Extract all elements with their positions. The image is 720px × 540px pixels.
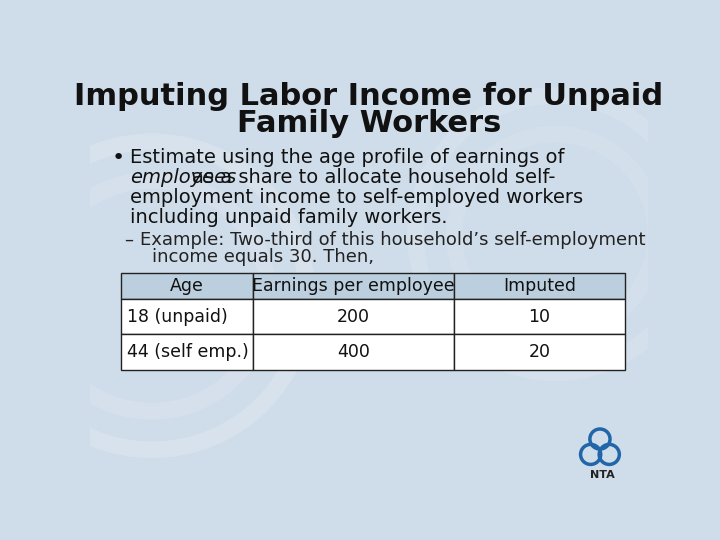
Text: 200: 200 [337, 308, 370, 326]
Text: employees: employees [130, 168, 237, 187]
Text: including unpaid family workers.: including unpaid family workers. [130, 208, 448, 227]
Text: Age: Age [170, 277, 204, 295]
Bar [454, 273, 625, 299]
Text: Imputing Labor Income for Unpaid: Imputing Labor Income for Unpaid [74, 82, 664, 111]
Text: Imputed: Imputed [503, 277, 576, 295]
Bar [121, 273, 253, 299]
Text: 18 (unpaid): 18 (unpaid) [127, 308, 228, 326]
Text: employment income to self-employed workers: employment income to self-employed worke… [130, 188, 583, 207]
Text: as a share to allocate household self-: as a share to allocate household self- [192, 168, 555, 187]
Text: 10: 10 [528, 308, 551, 326]
Bar [121, 334, 253, 370]
Text: •: • [112, 148, 125, 168]
Text: NTA: NTA [590, 470, 615, 480]
Bar [454, 334, 625, 370]
Bar [253, 299, 454, 334]
Bar [121, 299, 253, 334]
Text: 20: 20 [528, 343, 551, 361]
Text: Family Workers: Family Workers [237, 110, 501, 138]
Text: 44 (self emp.): 44 (self emp.) [127, 343, 249, 361]
Text: Estimate using the age profile of earnings of: Estimate using the age profile of earnin… [130, 148, 564, 167]
Bar [454, 299, 625, 334]
Bar [253, 334, 454, 370]
Text: Example: Two-third of this household’s self-employment: Example: Two-third of this household’s s… [140, 231, 645, 249]
Bar [253, 273, 454, 299]
Text: income equals 30. Then,: income equals 30. Then, [152, 248, 374, 266]
Text: 400: 400 [337, 343, 370, 361]
Text: Earnings per employee: Earnings per employee [252, 277, 455, 295]
Text: –: – [124, 231, 133, 249]
